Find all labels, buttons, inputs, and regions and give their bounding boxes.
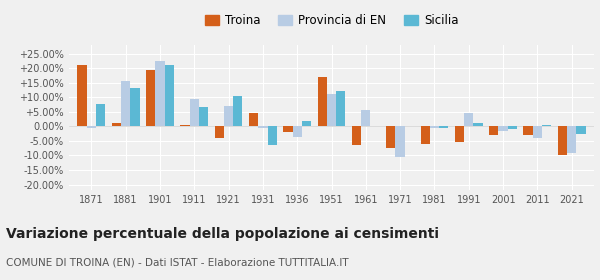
Bar: [112, 123, 121, 126]
Bar: [215, 126, 224, 138]
Bar: [361, 110, 370, 126]
Bar: [155, 61, 164, 126]
Bar: [293, 126, 302, 137]
Bar: [439, 126, 448, 128]
Bar: [421, 126, 430, 144]
Bar: [121, 81, 130, 126]
Bar: [258, 126, 268, 128]
Bar: [302, 120, 311, 126]
Bar: [233, 96, 242, 126]
Bar: [336, 91, 346, 126]
Bar: [283, 126, 293, 132]
Bar: [489, 126, 499, 135]
Bar: [523, 126, 533, 135]
Text: COMUNE DI TROINA (EN) - Dati ISTAT - Elaborazione TUTTITALIA.IT: COMUNE DI TROINA (EN) - Dati ISTAT - Ela…: [6, 258, 349, 268]
Bar: [199, 108, 208, 126]
Bar: [558, 126, 567, 155]
Bar: [464, 113, 473, 126]
Bar: [268, 126, 277, 145]
Bar: [224, 106, 233, 126]
Bar: [327, 94, 336, 126]
Bar: [164, 65, 174, 126]
Bar: [567, 126, 577, 153]
Bar: [473, 123, 482, 126]
Bar: [430, 126, 439, 128]
Bar: [86, 126, 96, 128]
Bar: [499, 126, 508, 131]
Bar: [395, 126, 405, 157]
Bar: [181, 125, 190, 126]
Bar: [249, 113, 258, 126]
Bar: [542, 125, 551, 126]
Bar: [190, 99, 199, 126]
Bar: [533, 126, 542, 138]
Text: Variazione percentuale della popolazione ai censimenti: Variazione percentuale della popolazione…: [6, 227, 439, 241]
Bar: [130, 88, 140, 126]
Bar: [96, 104, 105, 126]
Bar: [577, 126, 586, 134]
Bar: [146, 69, 155, 126]
Bar: [386, 126, 395, 148]
Bar: [455, 126, 464, 142]
Legend: Troina, Provincia di EN, Sicilia: Troina, Provincia di EN, Sicilia: [200, 9, 463, 32]
Bar: [317, 77, 327, 126]
Bar: [508, 126, 517, 129]
Bar: [77, 65, 86, 126]
Bar: [352, 126, 361, 145]
